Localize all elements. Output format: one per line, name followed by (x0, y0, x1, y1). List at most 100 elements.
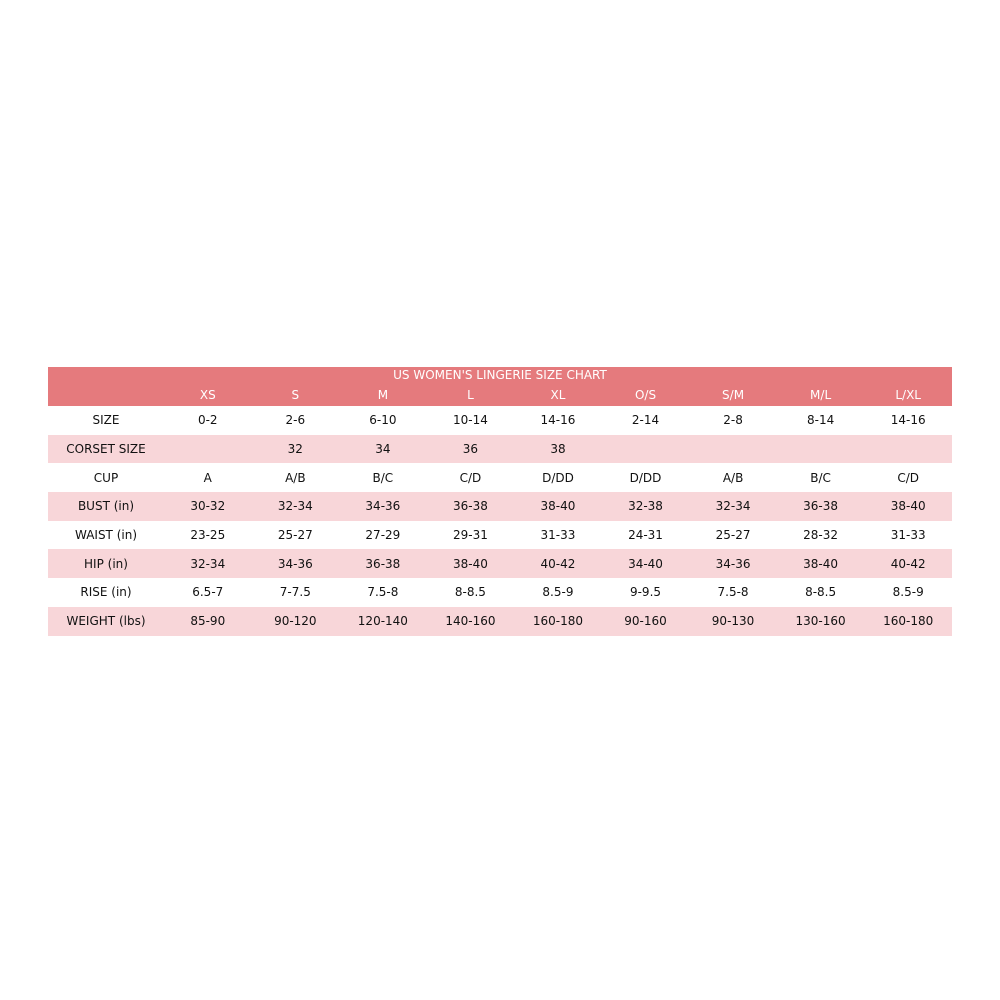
row-label: WAIST (in) (74, 528, 138, 543)
table-cell: 8-14 (806, 413, 835, 428)
table-cell: 29-31 (452, 528, 488, 543)
column-header-row: XS S M L XL O/S S/M M/L L/XL (48, 384, 952, 406)
column-header: XL (550, 388, 566, 402)
table-cell: 27-29 (365, 528, 401, 543)
table-row: CORSET SIZE 32 34 36 38 (48, 434, 952, 464)
column-header: O/S (634, 388, 657, 402)
table-cell: 0-2 (197, 413, 218, 428)
table-cell: 85-90 (164, 606, 252, 636)
table-row: HIP (in) 32-34 34-36 36-38 38-40 40-42 34-40 34… (48, 549, 952, 579)
table-cell: 38-40 (776, 549, 865, 579)
table-cell: 6.5-7 (192, 585, 224, 600)
table-cell: 34-40 (601, 549, 690, 579)
table-row: BUST (in) 30-32 32-34 34-36 36-38 38-40 32-38 3… (48, 492, 952, 521)
chart-title: US WOMEN'S LINGERIE SIZE CHART (393, 368, 607, 382)
table-cell: 6-10 (369, 413, 397, 428)
row-label: CUP (93, 470, 119, 485)
table-cell: 32 (251, 434, 340, 464)
table-cell: 31-33 (540, 528, 576, 543)
table-cell: 90-130 (689, 606, 777, 636)
table-cell: 25-27 (277, 528, 313, 543)
row-label: RISE (in) (80, 585, 132, 600)
table-cell: 2-8 (723, 413, 743, 428)
column-header: L (467, 388, 474, 402)
table-cell: 14-16 (540, 413, 576, 428)
table-cell: C/D (459, 470, 482, 485)
table-cell: 38-40 (426, 549, 515, 579)
table-row: WAIST (in) 23-25 25-27 27-29 29-31 31-33 24-31… (48, 521, 952, 550)
table-cell: 36-38 (339, 549, 427, 579)
table-cell: 7.5-8 (367, 585, 399, 600)
table-cell: 7.5-8 (717, 585, 749, 600)
table-row: CUP A A/B B/C C/D D/DD D/DD A/B B/C C/D (48, 463, 952, 492)
table-cell: 38-40 (514, 492, 602, 521)
table-cell: 36 (426, 434, 515, 464)
table-cell: 8.5-9 (892, 585, 924, 600)
table-cell: 7-7.5 (279, 585, 311, 600)
column-header: S (291, 388, 300, 402)
table-cell: 10-14 (452, 413, 488, 428)
table-cell: 160-180 (864, 606, 952, 636)
table-row: WEIGHT (lbs) 85-90 90-120 120-140 140-160 160… (48, 606, 952, 636)
table-cell (689, 434, 777, 464)
table-cell: D/DD (542, 470, 574, 485)
table-cell: 130-160 (776, 606, 865, 636)
table-cell: 32-34 (689, 492, 777, 521)
table-cell: D/DD (629, 470, 662, 485)
table-cell (776, 434, 865, 464)
table-cell: 36-38 (426, 492, 515, 521)
table-cell: 90-160 (601, 606, 690, 636)
table-cell: 2-14 (631, 413, 660, 428)
table-cell: 23-25 (190, 528, 226, 543)
table-cell: 40-42 (514, 549, 602, 579)
column-header: S/M (722, 388, 745, 402)
table-cell: 24-31 (628, 528, 663, 543)
column-header: XS (199, 388, 216, 402)
table-cell (164, 434, 252, 464)
table-cell: 34 (339, 434, 427, 464)
table-cell: 14-16 (890, 413, 926, 428)
table-cell: 32-34 (251, 492, 340, 521)
table-cell: B/C (810, 470, 831, 485)
table-cell: 32-34 (164, 549, 252, 579)
row-label: WEIGHT (lbs) (48, 606, 164, 636)
table-cell: 8.5-9 (542, 585, 574, 600)
table-cell: 9-9.5 (629, 585, 662, 600)
table-cell: 8-8.5 (805, 585, 837, 600)
table-cell: A/B (722, 470, 744, 485)
table-cell: 140-160 (426, 606, 515, 636)
table-cell: 40-42 (864, 549, 952, 579)
row-label: CORSET SIZE (48, 434, 164, 464)
table-cell: 36-38 (776, 492, 865, 521)
table-cell: 2-6 (285, 413, 306, 428)
table-cell: 8-8.5 (454, 585, 486, 600)
table-cell: 34-36 (689, 549, 777, 579)
size-chart-table: US WOMEN'S LINGERIE SIZE CHART XS S M L XL O/… (48, 367, 952, 636)
table-cell: 120-140 (339, 606, 427, 636)
column-header: M (377, 388, 389, 402)
table-cell: 30-32 (164, 492, 252, 521)
column-header: M/L (810, 388, 832, 402)
table-cell: 32-38 (601, 492, 690, 521)
title-row: US WOMEN'S LINGERIE SIZE CHART (48, 367, 952, 384)
table-cell: 38 (514, 434, 602, 464)
table-cell: 28-32 (803, 528, 839, 543)
table-cell: 34-36 (339, 492, 427, 521)
row-label: HIP (in) (48, 549, 164, 579)
table-cell: A/B (285, 470, 306, 485)
table-cell: 31-33 (890, 528, 926, 543)
row-label: SIZE (92, 413, 120, 428)
corner-cell (48, 384, 164, 406)
table-cell: A (203, 470, 212, 485)
table-cell: 90-120 (251, 606, 340, 636)
table-row: SIZE 0-2 2-6 6-10 10-14 14-16 2-14 2-8 8-14 14-16 (48, 406, 952, 435)
table-cell (601, 434, 690, 464)
table-cell: 34-36 (251, 549, 340, 579)
column-header: L/XL (895, 388, 921, 402)
table-cell (864, 434, 952, 464)
table-row: RISE (in) 6.5-7 7-7.5 7.5-8 8-8.5 8.5-9 9-9.5 7… (48, 578, 952, 607)
table-cell: 38-40 (864, 492, 952, 521)
table-cell: 25-27 (715, 528, 751, 543)
table-cell: C/D (897, 470, 920, 485)
row-label: BUST (in) (48, 492, 164, 521)
